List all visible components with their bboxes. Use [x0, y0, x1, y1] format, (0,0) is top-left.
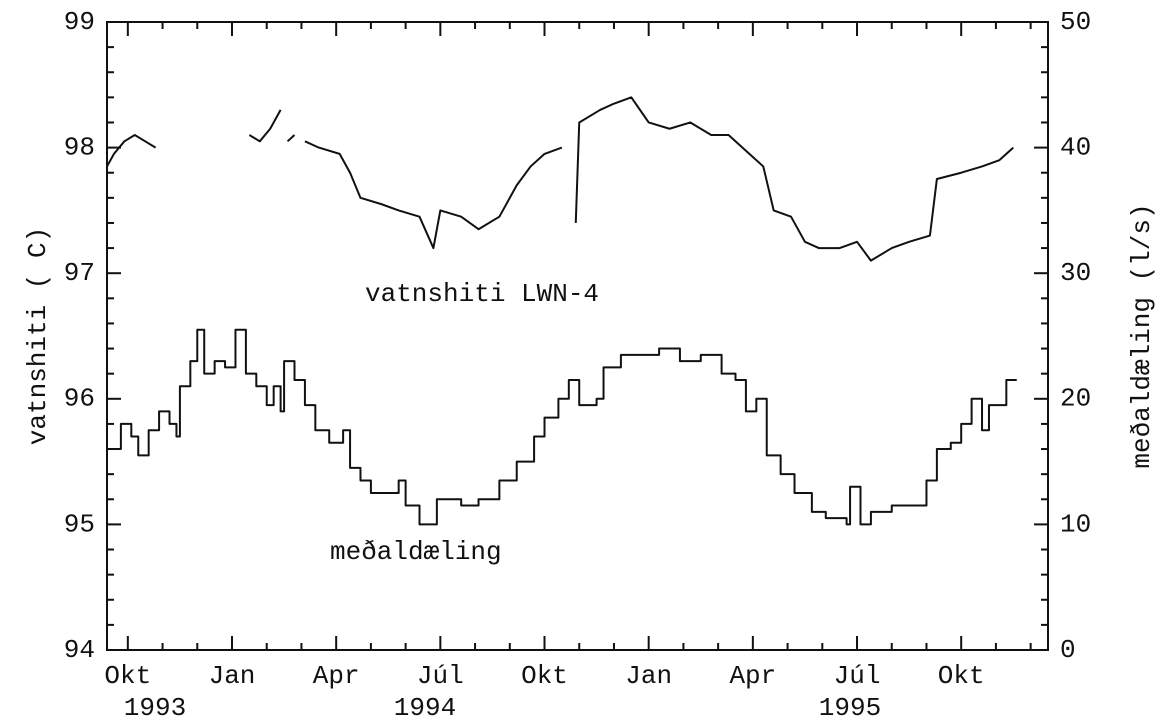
y2-tick-label: 10: [1060, 509, 1091, 539]
y2-tick-label: 40: [1060, 132, 1091, 162]
x-tick-label: Júl: [834, 661, 881, 691]
y-tick-label: 98: [64, 132, 95, 162]
plot-frame: [106, 21, 1049, 651]
y-axis-label: vatnshiti ( C): [23, 227, 53, 445]
y-tick-label: 97: [64, 258, 95, 288]
annotation: meðaldæling: [330, 537, 502, 567]
data-line: [107, 328, 1017, 526]
data-line: [106, 96, 1014, 262]
x-tick-label: Okt: [938, 661, 985, 691]
x-tick-label: Apr: [729, 661, 776, 691]
year-label: 1993: [124, 693, 186, 723]
year-label: 1995: [819, 693, 881, 723]
annotation: vatnshiti LWN-4: [365, 279, 599, 309]
y2-tick-label: 20: [1060, 384, 1091, 414]
x-tick-label: Júl: [417, 661, 464, 691]
y2-axis-label: meðaldæling (l/s): [1127, 203, 1157, 468]
y2-tick-label: 30: [1060, 258, 1091, 288]
x-tick-label: Jan: [209, 661, 256, 691]
y-tick-label: 96: [64, 384, 95, 414]
x-tick-label: Apr: [313, 661, 360, 691]
y-tick-label: 95: [64, 509, 95, 539]
y-tick-label: 99: [64, 7, 95, 37]
y2-tick-label: 50: [1060, 7, 1091, 37]
x-tick-label: Okt: [521, 661, 568, 691]
y2-tick-label: 0: [1060, 635, 1076, 665]
year-label: 1994: [394, 693, 456, 723]
x-tick-label: Okt: [104, 661, 151, 691]
y-tick-label: 94: [64, 635, 95, 665]
x-tick-label: Jan: [625, 661, 672, 691]
